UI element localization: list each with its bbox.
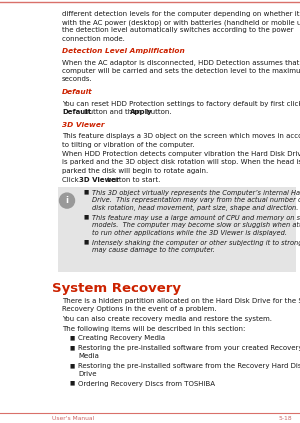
Text: User's Manual: User's Manual <box>52 416 94 421</box>
Text: 3D Viewer: 3D Viewer <box>79 177 119 184</box>
Text: different detection levels for the computer depending on whether it runs: different detection levels for the compu… <box>62 11 300 17</box>
Circle shape <box>59 193 74 208</box>
Text: the detection level automatically switches according to the power: the detection level automatically switch… <box>62 27 293 33</box>
Text: ■: ■ <box>84 239 89 244</box>
Text: ■: ■ <box>84 214 89 220</box>
Text: When the AC adaptor is disconnected, HDD Detection assumes that the: When the AC adaptor is disconnected, HDD… <box>62 60 300 66</box>
Text: You can reset HDD Protection settings to factory default by first clicking: You can reset HDD Protection settings to… <box>62 101 300 107</box>
Text: Ordering Recovery Discs from TOSHIBA: Ordering Recovery Discs from TOSHIBA <box>78 381 215 387</box>
Text: There is a hidden partition allocated on the Hard Disk Drive for the System: There is a hidden partition allocated on… <box>62 298 300 304</box>
Text: Intensely shaking the computer or other subjecting it to strong impacts: Intensely shaking the computer or other … <box>92 239 300 246</box>
Text: button.: button. <box>144 109 172 115</box>
Text: is parked and the 3D object disk rotation will stop. When the head is un-: is parked and the 3D object disk rotatio… <box>62 159 300 165</box>
Text: Drive: Drive <box>78 371 97 377</box>
Text: ■: ■ <box>70 381 75 386</box>
Text: computer will be carried and sets the detection level to the maximum for 10: computer will be carried and sets the de… <box>62 68 300 74</box>
Text: Drive.  This representation may vary from the actual number of disks,: Drive. This representation may vary from… <box>92 197 300 203</box>
Text: Media: Media <box>78 353 99 359</box>
Text: ■: ■ <box>70 335 75 341</box>
Text: Restoring the pre-installed software from the Recovery Hard Disk: Restoring the pre-installed software fro… <box>78 363 300 369</box>
Text: Restoring the pre-installed software from your created Recovery: Restoring the pre-installed software fro… <box>78 345 300 351</box>
Text: may cause damage to the computer.: may cause damage to the computer. <box>92 247 215 253</box>
Text: Detection Level Amplification: Detection Level Amplification <box>62 48 185 55</box>
Text: to tilting or vibration of the computer.: to tilting or vibration of the computer. <box>62 142 195 148</box>
Text: Click: Click <box>62 177 81 184</box>
Text: to run other applications while the 3D Viewer is displayed.: to run other applications while the 3D V… <box>92 230 287 236</box>
Text: with the AC power (desktop) or with batteries (handheld or mobile usage),: with the AC power (desktop) or with batt… <box>62 19 300 26</box>
Text: ■: ■ <box>70 345 75 350</box>
Text: button and then: button and then <box>82 109 144 115</box>
Text: This feature may use a large amount of CPU and memory on some: This feature may use a large amount of C… <box>92 214 300 221</box>
Text: This 3D object virtually represents the Computer’s internal Hard Disk: This 3D object virtually represents the … <box>92 190 300 196</box>
Text: ■: ■ <box>70 363 75 368</box>
Text: seconds.: seconds. <box>62 77 93 82</box>
Text: i: i <box>65 196 68 205</box>
Text: The following items will be described in this section:: The following items will be described in… <box>62 326 245 332</box>
Text: parked the disk will begin to rotate again.: parked the disk will begin to rotate aga… <box>62 168 208 174</box>
Text: You can also create recovery media and restore the system.: You can also create recovery media and r… <box>62 316 272 322</box>
Text: Default: Default <box>62 89 93 95</box>
Text: Recovery Options in the event of a problem.: Recovery Options in the event of a probl… <box>62 306 217 312</box>
Text: Default: Default <box>62 109 91 115</box>
Text: connection mode.: connection mode. <box>62 36 125 41</box>
Text: Creating Recovery Media: Creating Recovery Media <box>78 335 165 341</box>
Text: disk rotation, head movement, part size, shape and direction.: disk rotation, head movement, part size,… <box>92 205 298 211</box>
Text: 3D Viewer: 3D Viewer <box>62 122 104 128</box>
FancyBboxPatch shape <box>58 187 296 272</box>
Text: ■: ■ <box>84 190 89 195</box>
Text: System Recovery: System Recovery <box>52 282 181 294</box>
Text: models.  The computer may become slow or sluggish when attempting: models. The computer may become slow or … <box>92 222 300 228</box>
Text: When HDD Protection detects computer vibration the Hard Disk Drive head: When HDD Protection detects computer vib… <box>62 151 300 157</box>
Text: 5-18: 5-18 <box>278 416 292 421</box>
Text: This feature displays a 3D object on the screen which moves in according: This feature displays a 3D object on the… <box>62 133 300 140</box>
Text: button to start.: button to start. <box>105 177 160 184</box>
Text: Apply: Apply <box>130 109 152 115</box>
